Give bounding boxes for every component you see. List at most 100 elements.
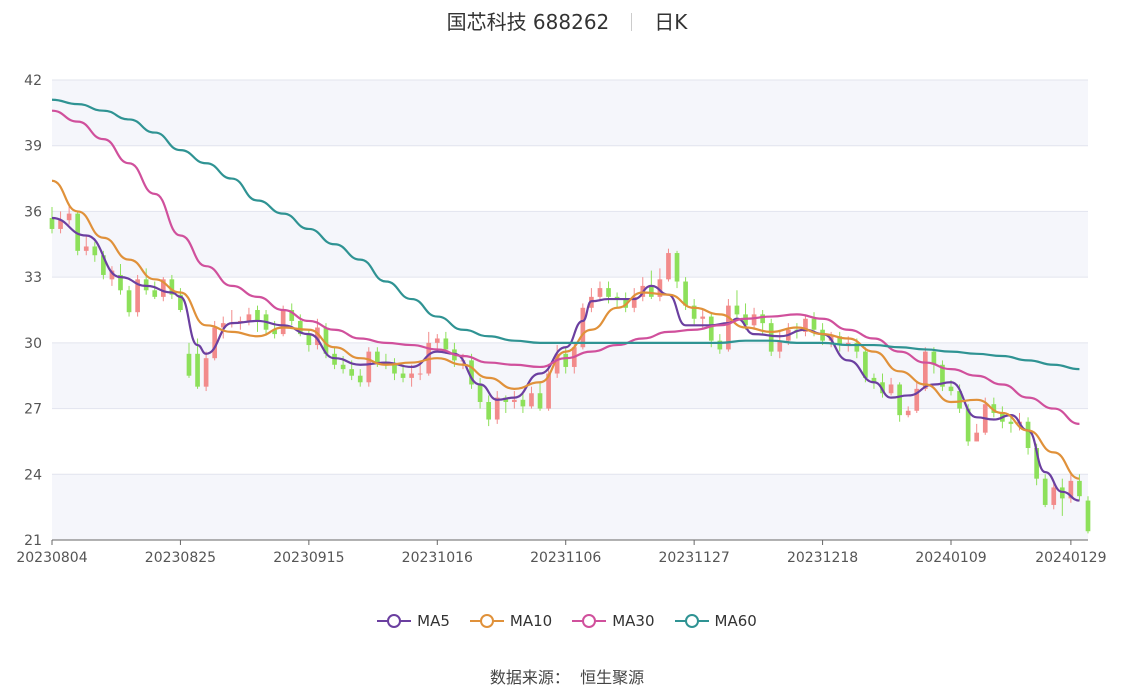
grid-band xyxy=(52,211,1088,278)
candle-body xyxy=(760,314,765,324)
candle-body xyxy=(306,334,312,346)
candle-body xyxy=(991,404,997,413)
candle-body xyxy=(1042,478,1048,505)
x-tick-label: 20230804 xyxy=(16,550,87,566)
source-value: 恒生聚源 xyxy=(580,668,645,687)
candle-body xyxy=(118,274,123,291)
candle-body xyxy=(606,288,611,297)
candle-body xyxy=(957,391,962,409)
y-tick-label: 33 xyxy=(24,270,42,286)
candle-body xyxy=(683,281,688,306)
candle-body xyxy=(477,384,483,402)
candle-body xyxy=(92,246,98,256)
candle-body xyxy=(691,305,697,319)
legend-swatch-ma60 xyxy=(674,614,709,628)
candle-body xyxy=(195,353,200,387)
candle-body xyxy=(631,296,637,308)
candle-body xyxy=(443,338,449,350)
candle-body xyxy=(1008,421,1014,424)
candle-body xyxy=(323,327,329,354)
candle-body xyxy=(546,373,551,409)
y-tick-label: 21 xyxy=(24,533,42,549)
candle-body xyxy=(1068,480,1074,499)
candle-body xyxy=(366,351,372,383)
legend-item-ma5[interactable]: MA5 xyxy=(377,612,450,630)
candle-body xyxy=(905,410,911,416)
candle-body xyxy=(160,279,166,297)
candle-body xyxy=(186,353,192,376)
candle-body xyxy=(272,329,277,335)
candle-body xyxy=(315,327,320,346)
x-tick-label: 20231218 xyxy=(787,550,858,566)
candle-body xyxy=(666,253,671,280)
candle-body xyxy=(280,310,286,335)
x-tick-label: 20231127 xyxy=(659,550,730,566)
candle-body xyxy=(417,373,423,375)
candle-body xyxy=(58,220,63,229)
candle-body xyxy=(811,318,817,330)
candle-body xyxy=(717,340,723,350)
legend-swatch-ma5 xyxy=(377,614,412,628)
x-tick-label: 20231106 xyxy=(530,550,601,566)
candle-body xyxy=(563,353,569,367)
candle-body xyxy=(940,364,945,387)
candle-body xyxy=(965,408,971,442)
candle-body xyxy=(340,364,346,370)
legend-label-ma30: MA30 xyxy=(612,612,655,630)
candle-body xyxy=(768,323,774,352)
candle-body xyxy=(1085,500,1091,532)
candle-body xyxy=(101,255,106,275)
candle-body xyxy=(751,314,757,326)
candle-body xyxy=(529,393,534,407)
legend-item-ma10[interactable]: MA10 xyxy=(469,612,553,630)
x-tick-label: 20230915 xyxy=(273,550,344,566)
candle-body xyxy=(597,288,603,297)
legend-label-ma10: MA10 xyxy=(509,612,553,630)
chart-title: 国芯科技 688262 日K xyxy=(0,6,1134,35)
candle-body xyxy=(246,314,252,321)
stock-title: 国芯科技 688262 xyxy=(446,10,610,34)
candle-body xyxy=(220,323,226,328)
candle-body xyxy=(409,373,414,378)
candle-body xyxy=(66,213,72,221)
legend-item-ma30[interactable]: MA30 xyxy=(572,612,655,630)
chart-legend[interactable]: MA5 MA10 MA30 MA60 xyxy=(0,612,1134,630)
candle-body xyxy=(255,310,260,321)
candle-body xyxy=(931,351,937,365)
candle-body xyxy=(520,399,526,407)
candle-body xyxy=(212,327,218,359)
candle-body xyxy=(375,351,380,363)
line-ma60 xyxy=(51,98,1080,371)
candle-body xyxy=(49,218,55,229)
candle-body xyxy=(1025,421,1031,448)
candle-body xyxy=(922,351,928,389)
legend-item-ma60[interactable]: MA60 xyxy=(674,612,757,630)
candle-body xyxy=(178,294,183,310)
candle-body xyxy=(777,340,783,352)
candle-body xyxy=(152,290,158,297)
candle-body xyxy=(357,375,363,383)
candle-body xyxy=(297,320,303,335)
candle-body xyxy=(349,369,355,376)
grid-band xyxy=(52,80,1088,146)
y-tick-label: 24 xyxy=(24,467,42,483)
candle-body xyxy=(494,397,500,420)
candle-body xyxy=(580,307,586,348)
candle-body xyxy=(486,402,491,420)
candle-body xyxy=(863,351,868,378)
title-divider xyxy=(631,13,633,31)
candle-body xyxy=(203,358,209,387)
candle-body xyxy=(657,279,663,297)
x-tick-label: 20240109 xyxy=(915,550,986,566)
x-tick-label: 20240129 xyxy=(1035,550,1106,566)
candlestick-chart: 21 24 27 30 33 36 39 42 20230804 20230825 20230915… xyxy=(16,73,1106,566)
candle-body xyxy=(434,338,440,343)
candle-body xyxy=(888,384,894,394)
y-tick-label: 30 xyxy=(24,336,42,352)
legend-swatch-ma10 xyxy=(469,614,504,628)
candle-body xyxy=(1034,448,1039,479)
grid-band xyxy=(52,474,1088,540)
y-tick-label: 36 xyxy=(24,204,42,220)
candle-body xyxy=(537,393,543,409)
candle-body xyxy=(871,377,877,383)
